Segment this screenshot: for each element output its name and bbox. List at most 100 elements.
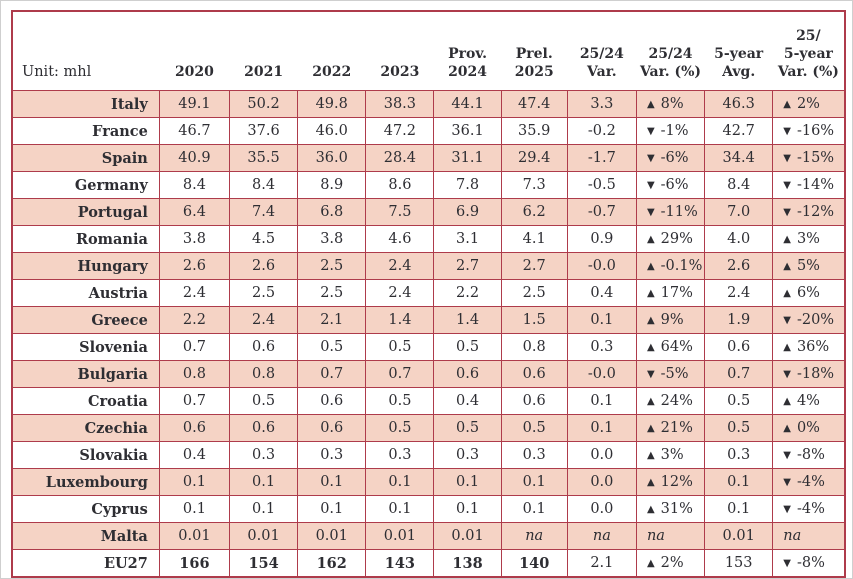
- table-cell: 0.6: [297, 414, 367, 442]
- table-cell: 50.2: [228, 90, 299, 118]
- table-cell: ▼ -16%: [772, 117, 846, 145]
- table-cell: 2.4: [228, 306, 299, 334]
- table-cell: 7.8: [433, 171, 502, 199]
- table-cell: 2.4: [365, 252, 435, 280]
- table-row: Germany 8.4 8.4 8.9 8.6 7.8 7.3 -0.5 ▼ -6% 8.4 ▼ -1…: [11, 171, 846, 199]
- cell-value: 2%: [796, 96, 820, 112]
- down-triangle-icon: ▼: [646, 153, 655, 164]
- up-triangle-icon: ▲: [646, 315, 655, 326]
- cell-value: -4%: [796, 474, 825, 490]
- cell-value: 4.1: [522, 231, 546, 247]
- cell-value: 4.0: [727, 231, 751, 247]
- country-name-cell: Portugal: [11, 198, 160, 226]
- table-cell: 0.3: [433, 441, 502, 469]
- up-triangle-icon: ▲: [783, 288, 791, 299]
- table-cell: 0.6: [433, 360, 502, 388]
- cell-value: 46.0: [315, 123, 348, 139]
- table-cell: 0.1: [500, 495, 568, 523]
- cell-value: 7.5: [388, 204, 412, 220]
- table-cell: 8.6: [365, 171, 435, 199]
- country-name-cell: Hungary: [11, 252, 160, 280]
- table-cell: 153: [704, 549, 774, 578]
- table-cell: 0.01: [365, 522, 435, 550]
- table-cell: 7.0: [704, 198, 774, 226]
- cell-value: 154: [248, 554, 279, 572]
- column-header-2020: 2020: [174, 64, 214, 81]
- cell-value: 0.8: [522, 339, 546, 355]
- cell-value: 35.5: [247, 150, 280, 166]
- table-cell: 36.1: [433, 117, 502, 145]
- table-cell: ▲ 5%: [772, 252, 846, 280]
- table-cell: ▲ 64%: [635, 333, 706, 361]
- cell-value: 29.4: [518, 150, 551, 166]
- cell-value: 0.1: [252, 474, 276, 490]
- table-cell: 0.1: [365, 495, 435, 523]
- cell-value: 4.6: [388, 231, 412, 247]
- up-triangle-icon: ▲: [646, 504, 655, 515]
- table-cell: 31.1: [433, 144, 502, 172]
- cell-value: 0.6: [252, 420, 276, 436]
- table-cell: ▼ -5%: [635, 360, 706, 388]
- cell-value: 8.4: [252, 177, 276, 193]
- cell-value: 0.0: [590, 474, 614, 490]
- table-cell: ▼ -12%: [772, 198, 846, 226]
- table-cell: 38.3: [365, 90, 435, 118]
- cell-value: 0.6: [320, 393, 344, 409]
- table-cell: 0.3: [365, 441, 435, 469]
- header-row: Unit: mhl 2020 2021 2022 2023 Prov. 2024…: [12, 11, 845, 91]
- cell-value: -15%: [796, 150, 835, 166]
- cell-value: 2.4: [252, 312, 276, 328]
- cell-value: 17%: [660, 285, 693, 301]
- up-triangle-icon: ▲: [646, 288, 655, 299]
- cell-value: -16%: [796, 123, 835, 139]
- table-cell: 8.9: [297, 171, 367, 199]
- table-cell: 0.6: [704, 333, 774, 361]
- cell-value: na: [525, 528, 544, 544]
- cell-value: -1%: [660, 123, 689, 139]
- table-cell: 0.1: [433, 468, 502, 496]
- table-cell: ▼ -4%: [772, 468, 846, 496]
- table-cell: 0.1: [566, 306, 637, 334]
- table-cell: ▲ 31%: [635, 495, 706, 523]
- table-cell: 0.7: [297, 360, 367, 388]
- table-cell: 0.1: [297, 495, 367, 523]
- table-cell: 2.4: [365, 279, 435, 307]
- up-triangle-icon: ▲: [646, 423, 655, 434]
- cell-value: 0.01: [178, 528, 211, 544]
- cell-value: 6.2: [522, 204, 546, 220]
- table-cell: ▼ -6%: [635, 144, 706, 172]
- cell-value: -8%: [796, 447, 825, 463]
- table-cell: 0.1: [228, 468, 299, 496]
- cell-value: 2.7: [522, 258, 546, 274]
- cell-value: 0.5: [456, 339, 480, 355]
- cell-value: 0.6: [522, 393, 546, 409]
- cell-value: 0.01: [722, 528, 755, 544]
- table-cell: na: [772, 522, 846, 550]
- cell-value: 38.3: [383, 96, 417, 112]
- table-cell: 1.9: [704, 306, 774, 334]
- cell-value: 46.7: [178, 123, 211, 139]
- table-cell: ▲ 4%: [772, 387, 846, 415]
- cell-value: 8.9: [320, 177, 344, 193]
- cell-value: 0.4: [590, 285, 614, 301]
- table-cell: 49.1: [158, 90, 231, 118]
- cell-value: 0.6: [252, 339, 276, 355]
- table-cell: 29.4: [500, 144, 568, 172]
- table-cell: 35.9: [500, 117, 568, 145]
- table-cell: 4.6: [365, 225, 435, 253]
- up-triangle-icon: ▲: [783, 99, 791, 110]
- down-triangle-icon: ▼: [783, 369, 791, 380]
- cell-value: 0.7: [388, 366, 412, 382]
- cell-value: 0.1: [252, 501, 276, 517]
- table-cell: 0.6: [297, 387, 367, 415]
- table-cell: ▲ 36%: [772, 333, 846, 361]
- table-cell: 47.4: [500, 90, 568, 118]
- table-cell: 0.5: [500, 414, 568, 442]
- table-cell: 0.7: [158, 387, 231, 415]
- table-row: Spain 40.9 35.5 36.0 28.4 31.1 29.4 -1.7 ▼ -6% 34…: [11, 144, 846, 172]
- cell-value: 7.8: [456, 177, 480, 193]
- cell-value: 0.7: [320, 366, 344, 382]
- cell-value: 140: [519, 554, 550, 572]
- table-cell: ▼ -11%: [635, 198, 706, 226]
